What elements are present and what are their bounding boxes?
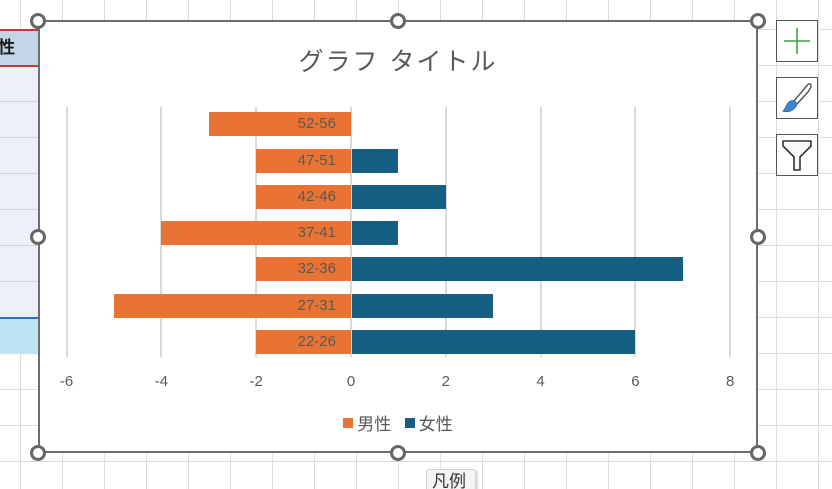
tooltip: 凡例 xyxy=(426,469,476,489)
paintbrush-icon xyxy=(781,83,812,113)
category-label: 42-46 xyxy=(297,187,336,205)
column-cells: 性 xyxy=(0,0,38,489)
resize-handle-top[interactable] xyxy=(390,13,406,29)
bar-female-22-26[interactable] xyxy=(352,330,636,354)
bar-female-37-41[interactable] xyxy=(352,221,399,246)
bar-male-42-46[interactable] xyxy=(256,184,351,209)
legend-item-female[interactable]: 女性 xyxy=(404,410,453,435)
category-label: 52-56 xyxy=(297,115,336,133)
bar-male-37-41[interactable] xyxy=(161,221,351,246)
chart-area[interactable]: グラフ タイトル -6 -4 -2 0 2 4 6 8 22-26 27-31 32-36 37-41… xyxy=(38,20,758,453)
bar-male-22-26[interactable] xyxy=(256,330,351,354)
resize-handle-top-left[interactable] xyxy=(30,13,46,29)
bar-female-47-51[interactable] xyxy=(352,148,399,173)
resize-handle-bottom[interactable] xyxy=(390,445,406,461)
resize-handle-bottom-right[interactable] xyxy=(750,445,766,461)
x-tick-label: 2 xyxy=(441,373,450,390)
bar-female-42-46[interactable] xyxy=(352,184,446,209)
data-cells[interactable] xyxy=(0,67,38,319)
chart-filters-button[interactable] xyxy=(776,134,818,176)
legend-label-female: 女性 xyxy=(418,415,453,435)
chart-title[interactable]: グラフ タイトル xyxy=(298,47,498,76)
legend[interactable]: 男性 女性 xyxy=(40,410,756,435)
chart-elements-button[interactable] xyxy=(776,20,818,62)
header-cell[interactable]: 性 xyxy=(0,29,38,67)
gridline xyxy=(65,107,68,357)
x-tick-label: -2 xyxy=(249,373,263,390)
header-cell-text: 性 xyxy=(0,31,15,65)
funnel-icon xyxy=(782,140,812,171)
bar-male-27-31[interactable] xyxy=(114,293,351,318)
x-tick-label: 6 xyxy=(631,373,640,390)
x-tick-label: -4 xyxy=(154,373,169,390)
category-label: 32-36 xyxy=(297,260,336,278)
legend-swatch-female xyxy=(404,417,415,428)
chart-styles-button[interactable] xyxy=(776,77,818,119)
bar-male-52-56[interactable] xyxy=(208,112,351,137)
gridline xyxy=(634,107,637,357)
x-tick-label: 0 xyxy=(346,373,356,390)
x-tick-label: 4 xyxy=(536,373,545,390)
bar-male-47-51[interactable] xyxy=(256,148,351,173)
category-label: 22-26 xyxy=(297,333,336,350)
legend-swatch-male xyxy=(343,417,354,428)
selected-cell[interactable] xyxy=(0,317,38,354)
x-tick-label: -6 xyxy=(59,373,74,390)
plot-area[interactable]: -6 -4 -2 0 2 4 6 8 22-26 27-31 32-36 37-41 42-46 47-5… xyxy=(40,22,756,451)
gridline xyxy=(729,107,732,357)
resize-handle-left[interactable] xyxy=(30,229,46,245)
legend-label-male: 男性 xyxy=(357,415,392,435)
bar-female-27-31[interactable] xyxy=(352,293,494,318)
resize-handle-right[interactable] xyxy=(750,229,766,245)
category-label: 27-31 xyxy=(297,296,336,314)
gridline xyxy=(539,107,542,357)
gridline xyxy=(350,107,352,357)
x-tick-label: 8 xyxy=(726,373,735,390)
gridline xyxy=(444,107,447,357)
resize-handle-top-right[interactable] xyxy=(750,13,766,29)
category-label: 47-51 xyxy=(297,151,336,169)
plus-icon xyxy=(784,28,810,54)
legend-item-male[interactable]: 男性 xyxy=(343,410,391,435)
bar-male-32-36[interactable] xyxy=(256,257,351,282)
resize-handle-bottom-left[interactable] xyxy=(30,445,46,461)
category-label: 37-41 xyxy=(297,224,336,242)
bar-female-32-36[interactable] xyxy=(352,257,683,282)
